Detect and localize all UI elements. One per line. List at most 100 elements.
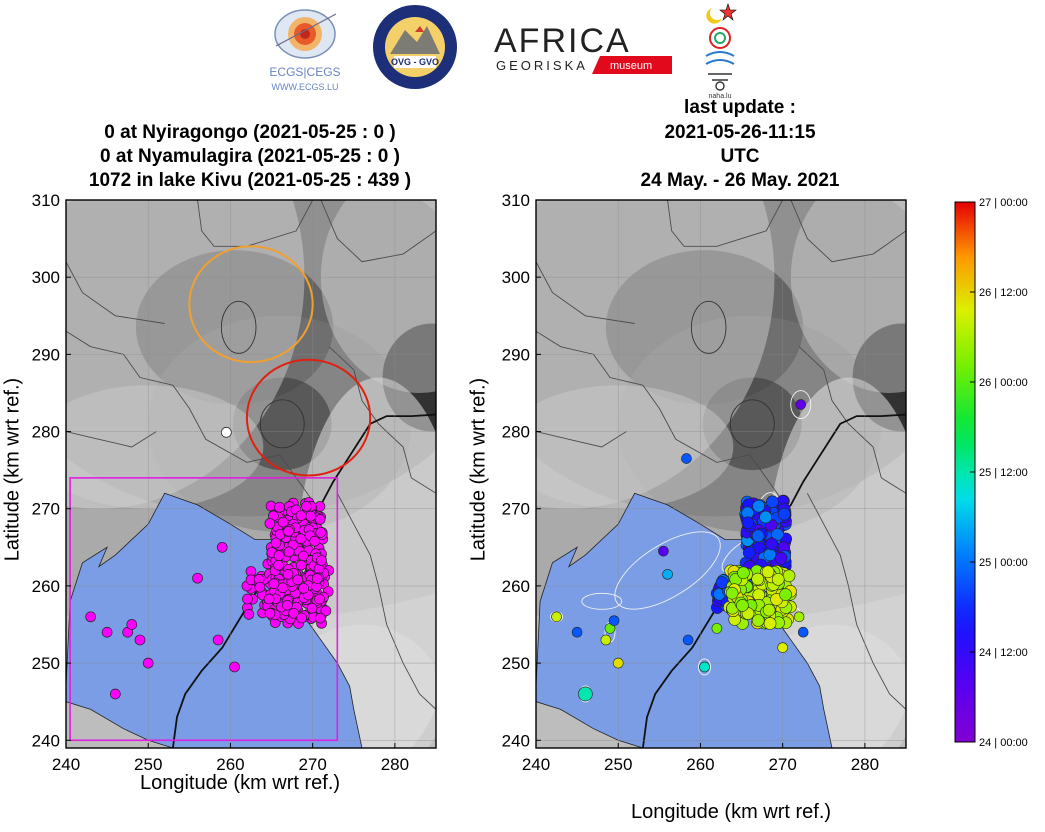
left-map-event-point <box>277 516 289 528</box>
left-x-axis-label: Longitude (km wrt ref.) <box>140 772 341 794</box>
right-map-event-point <box>795 399 807 410</box>
right-map-contour-line <box>729 399 775 449</box>
colorbar-tick-label: 25 | 00:00 <box>979 557 1028 569</box>
left-map-y-tick-label: 300 <box>32 268 60 287</box>
right-map-event-point <box>782 569 796 583</box>
right-map-event-point <box>777 642 788 653</box>
left-map-event-point <box>298 582 309 594</box>
left-map-contour-line <box>336 493 436 710</box>
left-map-event-point <box>314 514 326 525</box>
right-map-relief-shade <box>790 200 906 393</box>
colorbar-tick-label: 24 | 00:00 <box>979 737 1028 749</box>
right-map-y-tick-label: 290 <box>502 345 530 364</box>
left-map-event-point <box>288 607 300 619</box>
right-map-y-tick-label: 270 <box>502 500 530 519</box>
left-map-event-point <box>229 661 240 673</box>
africa-main-text: AFRICA <box>494 22 631 60</box>
left-map-event-point <box>268 578 280 590</box>
left-map-event-point <box>295 559 307 571</box>
right-map-event-point <box>699 661 710 673</box>
right-map-y-tick-label: 250 <box>502 654 530 673</box>
left-map-y-tick-label: 260 <box>32 577 60 596</box>
right-map-event-point <box>681 453 692 464</box>
right-map-x-tick-label: 280 <box>851 755 879 770</box>
left-map-event-point <box>254 581 266 593</box>
africa-badge-text: museum <box>610 60 652 72</box>
right-map-event-point <box>741 516 755 530</box>
right-map-contour-line <box>798 346 906 494</box>
africa-museum-logo: AFRICA GEORISKA museum <box>494 22 672 74</box>
right-map-event-point <box>771 573 785 586</box>
left-map-event-point <box>270 537 282 549</box>
left-map-x-tick-label: 250 <box>134 755 162 770</box>
right-map-event-point <box>682 634 694 646</box>
right-map-event-point <box>779 588 792 601</box>
right-title-line-4: 24 May. - 26 May. 2021 <box>640 170 840 191</box>
right-map-axes-box <box>535 199 907 749</box>
left-map-y-tick-label: 290 <box>32 345 60 364</box>
left-map-event-point <box>85 611 97 623</box>
left-map-volcano-circle <box>188 245 314 364</box>
right-map-contour-line <box>790 200 906 263</box>
right-map-event-point <box>766 495 779 509</box>
right-map-y-tick-label: 280 <box>502 423 530 442</box>
colorbar-tick-label: 27 | 00:00 <box>979 197 1028 209</box>
right-x-axis-label: Longitude (km wrt ref.) <box>631 801 832 823</box>
right-title-line-1: last update : <box>684 97 796 118</box>
left-map-event-point <box>242 593 253 605</box>
left-map-event-point <box>273 550 285 561</box>
left-map-event-point <box>109 688 121 700</box>
right-map-event-point <box>793 611 805 623</box>
left-map-event-point <box>192 572 203 584</box>
right-map-event-point <box>763 617 777 630</box>
right-map-event-point <box>551 611 562 623</box>
right-map-error-ellipse <box>698 658 712 676</box>
left-map-y-tick-label: 240 <box>32 731 60 750</box>
right-map-x-tick-label: 270 <box>768 755 796 770</box>
right-map-event-point <box>761 565 775 579</box>
left-map-contour-line <box>66 431 157 448</box>
colorbar-tick-label: 26 | 00:00 <box>979 377 1028 389</box>
right-map-event-point <box>578 686 593 702</box>
left-map-event-point <box>126 619 138 630</box>
colorbar-tick-label: 24 | 12:00 <box>979 647 1028 659</box>
right-map-y-tick-label: 300 <box>502 268 530 287</box>
right-map-chart: 240 250 260 270 280 240 250 260 270 280 290 300 310 <box>502 191 907 770</box>
logo-bar: ECGS|CEGS WWW.ECGS.LU OVG - GVO AFRICA G… <box>0 0 1045 100</box>
left-map-axes-box <box>65 199 437 749</box>
left-map-kivu-box <box>69 477 339 742</box>
left-map-event-point <box>314 612 326 624</box>
left-map-event-point <box>142 657 154 669</box>
left-map-contour-line <box>259 399 305 449</box>
right-map-relief-shade <box>702 377 802 471</box>
left-title-line-1: 0 at Nyiragongo (2021-05-25 : 0 ) <box>104 122 396 143</box>
left-map-event-point <box>263 593 275 605</box>
left-map-event-point <box>311 573 323 584</box>
right-map-event-point <box>752 499 765 513</box>
left-map-event-point <box>301 501 312 512</box>
left-title-line-3: 1072 in lake Kivu (2021-05-25 : 439 ) <box>88 170 412 191</box>
left-map-event-point <box>282 568 294 580</box>
right-map-y-tick-label: 240 <box>502 731 530 750</box>
right-map-error-ellipse <box>581 592 623 610</box>
colorbar-tick-label: 26 | 12:00 <box>979 287 1028 299</box>
left-map-event-point <box>296 612 308 624</box>
left-map-event-point <box>306 602 318 614</box>
right-map-event-point <box>736 599 749 612</box>
ecgs-url: WWW.ECGS.LU <box>272 82 339 92</box>
left-map-event-point <box>283 546 295 558</box>
right-map-event-point <box>658 545 669 557</box>
left-map-x-tick-label: 280 <box>381 755 409 770</box>
right-map-error-ellipse <box>614 531 721 610</box>
left-map-y-tick-label: 280 <box>32 423 60 442</box>
right-map-event-point <box>742 546 756 560</box>
right-map-contour-line <box>690 300 727 354</box>
left-map-chart: 240 250 260 270 280 240 250 260 270 280 290 300 310 <box>32 191 437 770</box>
left-map-contour-line <box>320 200 436 263</box>
right-map-plot-area <box>536 200 906 748</box>
right-map-x-tick-label: 250 <box>604 755 632 770</box>
right-map-error-ellipse <box>790 390 812 419</box>
left-map-event-point <box>274 501 285 513</box>
right-map-event-point <box>612 657 624 669</box>
left-map-y-tick-label: 310 <box>32 191 60 210</box>
